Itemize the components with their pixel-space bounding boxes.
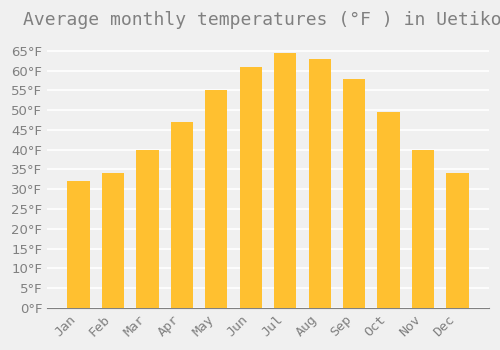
Bar — [446, 174, 469, 308]
Bar — [274, 53, 296, 308]
Bar — [412, 150, 434, 308]
Title: Average monthly temperatures (°F ) in Uetikon: Average monthly temperatures (°F ) in Ue… — [24, 11, 500, 29]
Bar — [308, 59, 331, 308]
Bar — [102, 174, 124, 308]
Bar — [205, 90, 228, 308]
Bar — [343, 78, 365, 308]
Bar — [67, 181, 90, 308]
Bar — [378, 112, 400, 308]
Bar — [170, 122, 193, 308]
Bar — [240, 67, 262, 308]
Bar — [136, 150, 158, 308]
